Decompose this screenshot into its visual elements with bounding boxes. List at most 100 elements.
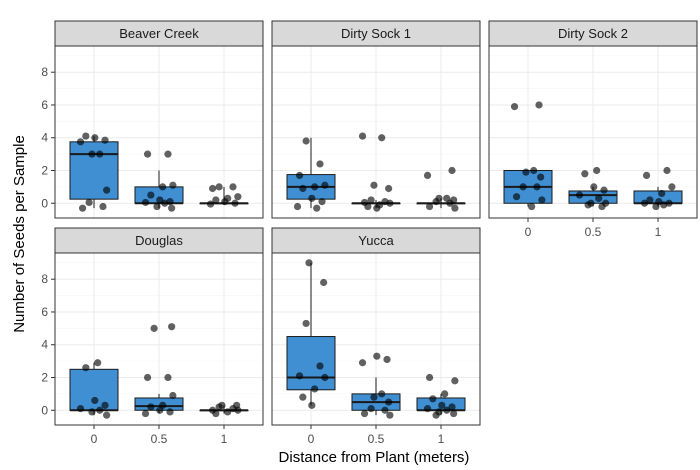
data-point	[85, 198, 93, 207]
data-point	[302, 319, 310, 328]
data-point	[316, 362, 324, 370]
data-point	[665, 199, 673, 207]
data-point	[212, 196, 220, 204]
data-point	[295, 171, 304, 180]
x-tick-label: 1	[655, 225, 662, 239]
data-point	[443, 194, 451, 202]
data-point	[321, 181, 329, 189]
data-point	[164, 373, 172, 382]
data-point	[96, 406, 104, 414]
data-point	[423, 171, 432, 180]
data-point	[206, 200, 215, 208]
data-point	[528, 202, 536, 211]
data-point	[370, 181, 378, 189]
data-point	[451, 377, 459, 385]
data-point	[385, 184, 393, 193]
data-point	[101, 401, 109, 409]
data-point	[378, 134, 386, 142]
y-axis-title: Number of Seeds per Sample	[11, 135, 28, 333]
x-tick-label: 0	[308, 432, 315, 446]
data-point	[381, 406, 389, 414]
data-point	[435, 194, 443, 202]
box-0.5	[568, 166, 618, 211]
data-point	[143, 373, 152, 382]
data-point	[640, 199, 649, 207]
facet-title: Yucca	[358, 233, 394, 248]
facet-panel: Dirty Sock 2 0 0.5 1	[488, 20, 698, 239]
data-point	[533, 183, 541, 191]
data-point	[320, 278, 328, 287]
data-point	[153, 202, 161, 211]
box-0	[286, 259, 336, 409]
data-point	[600, 186, 608, 194]
data-point	[156, 196, 164, 204]
data-point	[293, 202, 302, 211]
box-0.5	[351, 132, 401, 212]
iqr-box	[286, 336, 336, 391]
data-point	[429, 395, 437, 403]
facet-panels: Beaver Creek 0 2 4 6 8 Dirty Sock 1 Dirty Sock …	[41, 20, 698, 446]
data-point	[305, 259, 313, 267]
data-point	[381, 198, 389, 206]
x-axis-title: Distance from Plant (meters)	[279, 449, 470, 466]
data-point	[234, 193, 242, 201]
y-tick-label: 0	[41, 196, 48, 210]
data-point	[370, 393, 378, 401]
facet-panel: Beaver Creek 0 2 4 6 8	[41, 20, 264, 219]
facet-title: Dirty Sock 2	[558, 26, 628, 41]
x-tick-label: 1	[438, 432, 445, 446]
data-point	[218, 401, 226, 409]
data-point	[308, 194, 316, 202]
data-point	[512, 193, 521, 201]
data-point	[166, 408, 174, 416]
box-0.5	[134, 323, 184, 418]
data-point	[595, 194, 603, 202]
data-point	[642, 171, 651, 180]
data-point	[150, 324, 158, 332]
data-point	[425, 202, 434, 211]
data-point	[450, 409, 458, 418]
box-0.5	[351, 352, 401, 419]
data-point	[76, 405, 85, 413]
data-point	[302, 137, 310, 145]
data-point	[311, 385, 319, 393]
data-point	[435, 408, 443, 416]
facet-title: Douglas	[135, 233, 183, 248]
data-point	[88, 150, 96, 158]
facet-panel: Yucca 0 0.5 1	[271, 227, 481, 446]
box-1	[633, 166, 683, 211]
iqr-box	[69, 368, 119, 411]
data-point	[668, 183, 676, 191]
data-point	[522, 168, 530, 176]
data-point	[103, 186, 111, 194]
facet-strip	[54, 227, 264, 254]
x-tick-label: 0.5	[368, 432, 385, 446]
data-point	[143, 150, 152, 158]
panel-border	[271, 45, 481, 219]
data-point	[141, 409, 150, 418]
data-point	[385, 398, 393, 406]
data-point	[316, 160, 324, 168]
box-0	[286, 137, 336, 212]
data-point	[208, 184, 217, 193]
data-point	[360, 198, 369, 207]
data-point	[299, 393, 307, 401]
data-point	[166, 198, 174, 206]
box-1	[199, 401, 249, 418]
data-point	[313, 204, 321, 212]
box-1	[416, 166, 466, 212]
data-point	[208, 406, 217, 414]
data-point	[76, 138, 85, 146]
data-point	[386, 411, 394, 419]
box-1	[416, 373, 466, 419]
x-tick-label: 0.5	[151, 432, 168, 446]
data-point	[646, 196, 654, 204]
data-point	[358, 132, 367, 140]
data-point	[295, 372, 304, 380]
facet-panel: Dirty Sock 1	[271, 20, 481, 219]
box-0	[69, 359, 119, 419]
data-point	[164, 150, 172, 158]
y-tick-label: 2	[41, 370, 48, 384]
data-point	[99, 202, 107, 211]
data-point	[655, 198, 663, 206]
